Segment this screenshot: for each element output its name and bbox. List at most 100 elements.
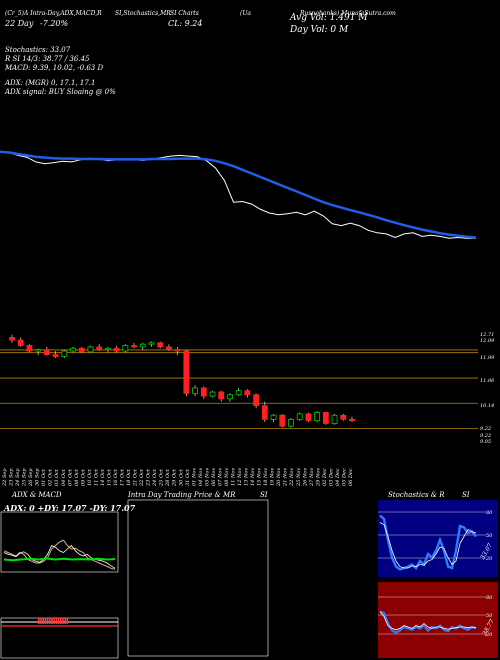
bearish-candle: [322, 412, 329, 424]
date-tick-label: 04 Dec: [335, 468, 341, 486]
bearish-candle: [26, 345, 33, 352]
bullish-candle: [192, 387, 198, 394]
stoch-grid-80: 80: [486, 510, 493, 516]
header-title-part1: (Cr_5)A Intra-Day,ADX,MACD,R: [5, 10, 102, 17]
bearish-candle: [17, 339, 24, 346]
intraday-panel-frame: [127, 499, 269, 657]
macd-histogram-bar: [60, 618, 62, 624]
price-label-top: 12.71: [480, 332, 495, 338]
bullish-candle: [296, 413, 303, 420]
price-label-7: 9.22: [480, 433, 492, 439]
date-tick-label: 15 Oct: [106, 468, 112, 486]
stoch-grid-20: 20: [486, 556, 493, 562]
bearish-candle: [349, 418, 355, 422]
date-tick-label: 22 Oct: [139, 468, 145, 487]
macd-histogram-bar: [51, 618, 53, 624]
date-tick-label: 02 Dec: [322, 468, 328, 486]
rsi-grid-80: 80: [486, 595, 493, 601]
macd-histogram-bar: [66, 618, 69, 624]
date-tick-label: 24 Oct: [152, 468, 158, 487]
date-tick-label: 10 Oct: [87, 468, 93, 486]
date-tick-label: 21 Nov: [283, 468, 289, 487]
macd-readout: MACD: 9.39, 10.02, -0.63 D: [5, 64, 104, 72]
macd-histogram-bar: [57, 618, 60, 624]
date-tick-label: 18 Nov: [263, 468, 269, 486]
date-tick-label: 29 Oct: [172, 468, 178, 487]
bullish-candle: [61, 350, 68, 357]
date-tick-label: 22 Nov: [289, 468, 295, 487]
bearish-candle: [9, 336, 15, 341]
stochastic-k-line: [379, 514, 477, 571]
date-tick-label: 02 Oct: [48, 468, 54, 486]
bullish-candle: [209, 391, 216, 397]
bearish-candle: [279, 414, 286, 427]
adx-panel-title: ADX & MACD: [12, 491, 62, 499]
macd-histogram-bar: [42, 618, 44, 624]
date-tick-label: 13 Nov: [244, 468, 250, 486]
date-tick-label: 24 Sep: [15, 468, 21, 487]
bearish-candle: [261, 405, 268, 420]
stoch-grid-50: 50: [486, 533, 493, 539]
date-tick-label: 06 Nov: [211, 468, 217, 486]
date-tick-label: 03 Dec: [328, 468, 334, 486]
macd-histogram-bar: [62, 618, 64, 624]
bullish-candle: [87, 346, 94, 353]
plus-di-line: [3, 539, 116, 570]
bearish-candle: [305, 413, 312, 422]
rsi-grid-50: 50: [486, 613, 493, 619]
macd-histogram-bar: [53, 618, 55, 624]
bearish-candle: [113, 347, 120, 352]
bullish-candle: [122, 345, 129, 352]
date-tick-label: 29 Nov: [315, 468, 321, 487]
bullish-candle: [331, 414, 338, 424]
date-tick-label: 12 Nov: [237, 468, 243, 486]
date-tick-label: 16 Oct: [113, 468, 119, 486]
header-title-part4: (Ua: [240, 10, 251, 17]
rsi-readout: R SI 14/3: 38.77 / 36.45: [5, 55, 90, 63]
date-tick-label: 20 Nov: [276, 468, 282, 487]
date-tick-label: 14 Oct: [100, 468, 106, 486]
rsi-panel-bg: [378, 582, 498, 658]
bearish-candle: [166, 346, 172, 351]
date-tick-label: 05 Nov: [204, 468, 210, 486]
bullish-candle: [288, 418, 294, 427]
price-label-6: 9.22: [480, 426, 492, 432]
macd-histogram-bar: [38, 618, 40, 624]
macd-histogram-bar: [40, 618, 42, 624]
date-tick-label: 04 Oct: [61, 468, 67, 486]
stochastics-panel-si: SI: [462, 491, 470, 499]
date-tick-label: 08 Oct: [74, 468, 80, 486]
bearish-candle: [183, 350, 190, 394]
macd-histogram-bar: [55, 618, 58, 624]
bearish-candle: [218, 391, 225, 400]
header-change: -7.20%: [40, 19, 69, 28]
header-title-part3: SI Charts: [170, 10, 199, 17]
bullish-candle: [70, 347, 76, 352]
bearish-candle: [157, 342, 164, 348]
adx-signal: ADX signal: BUY Sloaing @ 0%: [5, 88, 116, 96]
bearish-candle: [78, 347, 85, 353]
date-tick-label: 07 Oct: [67, 468, 73, 486]
bearish-candle: [174, 349, 181, 352]
date-tick-label: 23 Oct: [146, 468, 152, 487]
bearish-candle: [52, 354, 59, 357]
adx-line: [3, 557, 116, 562]
date-tick-label: 15 Nov: [257, 468, 263, 486]
rsi-signal-line: [379, 611, 477, 631]
bullish-candle: [139, 343, 146, 348]
day-volume: Day Vol: 0 M: [290, 25, 349, 35]
bearish-candle: [253, 394, 260, 407]
price-label-5: 10.14: [480, 403, 495, 409]
date-tick-label: 23 Sep: [9, 468, 15, 487]
avg-volume: Avg Vol: 1.491 M: [290, 13, 368, 23]
bullish-candle: [35, 349, 42, 352]
adx-panel-values: ADX: 0 +DY: 17.07 -DY: 17.07: [4, 503, 136, 513]
bearish-candle: [200, 387, 207, 397]
date-tick-label: 19 Nov: [270, 468, 276, 486]
header-title-part5: Rusnobanks) MunafaSutra.com: [300, 10, 396, 17]
date-tick-label: 05 Dec: [341, 468, 347, 486]
stochastics-readout: Stochastics: 33.07: [5, 46, 71, 54]
date-tick-label: 06 Dec: [348, 468, 354, 486]
date-tick-label: 27 Nov: [309, 468, 315, 487]
header-title-part2: SI,Stochastics,MR: [115, 10, 171, 17]
